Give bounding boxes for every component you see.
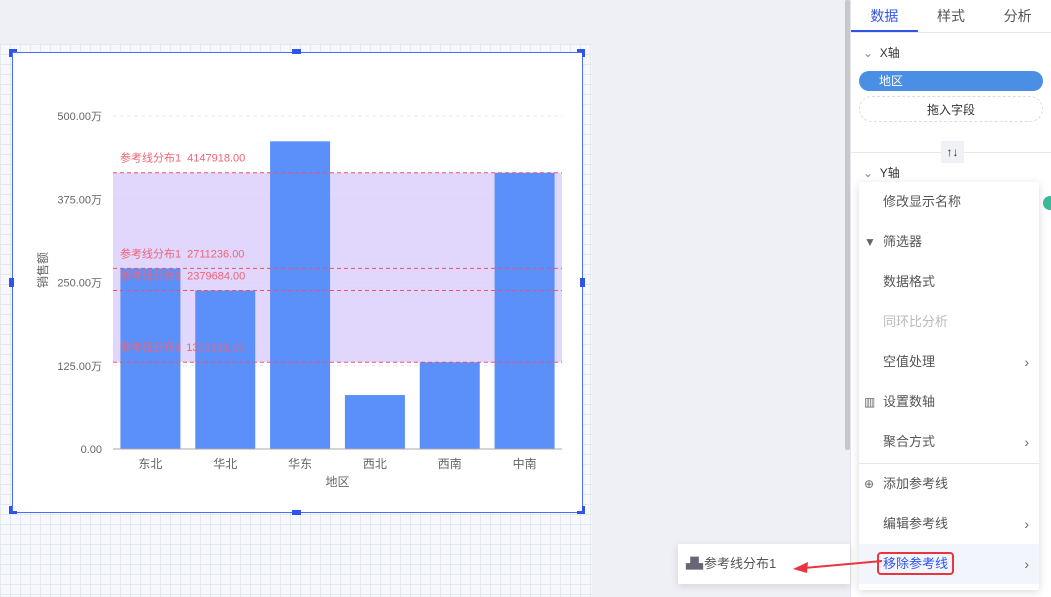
menu-item-label: 数据格式 — [883, 274, 936, 289]
menu-item[interactable]: 修改显示名称 — [859, 182, 1039, 222]
plus-circle-icon: ⊕ — [864, 477, 875, 491]
field-context-menu: 修改显示名称 ▼ 筛选器数据格式同环比分析空值处理 › ▥ 设置数轴聚合方式 › ⊕ 添加参考线… — [859, 182, 1039, 590]
reference-line-name: 参考线分布1 — [120, 246, 181, 260]
menu-item[interactable]: ⊕ 添加参考线 — [859, 464, 1039, 504]
axis-icon: ▥ — [864, 395, 876, 409]
y-tick-label: 0.00 — [81, 444, 102, 456]
x-tick-label: 东北 — [138, 457, 162, 471]
reference-line-name: 参考线分布1 — [120, 151, 181, 165]
resize-handle[interactable] — [9, 511, 17, 514]
resize-handle[interactable] — [9, 49, 12, 57]
reference-line-label: 参考线分布1 4147918.00 — [120, 151, 245, 165]
resize-handle[interactable] — [9, 278, 14, 287]
chart-widget[interactable]: 0.00 125.00万 250.00万 375.00万 500.00万东北 华北 华东 西北… — [12, 52, 583, 513]
reference-line-label: 参考线分布1 2379684.00 — [120, 269, 245, 283]
reference-line-icon: ▟▙ — [686, 558, 703, 570]
resize-handle[interactable] — [292, 49, 301, 54]
x-axis-label: X轴 — [879, 46, 900, 60]
resize-handle[interactable] — [577, 49, 585, 52]
y-tick-label: 500.00万 — [57, 111, 102, 123]
menu-item[interactable]: 编辑参考线 › — [859, 504, 1039, 544]
tab-data[interactable]: 数据 — [851, 0, 918, 32]
menu-item-label: 添加参考线 — [883, 476, 949, 491]
swap-axes-icon[interactable]: ↑↓ — [941, 141, 964, 163]
x-tick-label: 华东 — [288, 457, 312, 471]
reference-line-value: 2379684.00 — [187, 271, 245, 283]
chevron-down-icon: ⌄ — [863, 166, 874, 180]
bar — [344, 395, 405, 449]
reference-line-value: 2711236.00 — [187, 248, 244, 260]
menu-item[interactable]: 数据格式 — [859, 262, 1039, 302]
y-axis-section[interactable]: ⌄ Y轴 — [851, 153, 900, 191]
bar — [120, 268, 181, 449]
annotation-arrow — [793, 560, 883, 573]
scrollbar[interactable] — [845, 0, 850, 450]
submenu-item-label: 参考线分布1 — [704, 556, 777, 571]
resize-handle[interactable] — [580, 278, 585, 287]
menu-item[interactable]: 聚合方式 › — [859, 422, 1039, 462]
x-tick-label: 华北 — [213, 457, 237, 471]
tab-analysis[interactable]: 分析 — [1003, 8, 1032, 24]
chevron-right-icon: › — [1024, 516, 1029, 532]
x-axis-section[interactable]: ⌄ X轴 — [851, 33, 1051, 71]
resize-handle[interactable] — [9, 506, 12, 514]
menu-item-label: 筛选器 — [883, 234, 923, 249]
y-tick-label: 125.00万 — [57, 361, 102, 373]
y-axis-title: 销售额 — [35, 252, 50, 288]
x-tick-label: 西北 — [363, 457, 387, 471]
reference-band — [113, 172, 562, 363]
reference-line-value: 4147918.00 — [187, 153, 245, 165]
menu-item[interactable]: ▥ 设置数轴 — [859, 382, 1039, 422]
reference-line-label: 参考线分布1 2711236.00 — [120, 246, 244, 260]
x-field-pill[interactable]: 地区 — [859, 71, 1043, 91]
drop-field-zone[interactable]: 拖入字段 — [859, 96, 1043, 122]
y-tick-label: 375.00万 — [57, 194, 102, 206]
bar — [494, 172, 555, 449]
bar — [419, 362, 480, 449]
reference-line-value: 1303131.00 — [186, 342, 244, 354]
resize-handle[interactable] — [577, 511, 585, 514]
y-tick-label: 250.00万 — [57, 278, 102, 290]
menu-item-label: 修改显示名称 — [883, 194, 962, 209]
tab-style[interactable]: 样式 — [937, 8, 965, 24]
menu-item[interactable]: ▼ 筛选器 — [859, 222, 1039, 262]
filter-icon: ▼ — [864, 235, 876, 249]
reference-line-label: 参考线分布1 1303131.00 — [120, 340, 244, 354]
chevron-right-icon: › — [1024, 434, 1029, 450]
submenu-item-reference-line[interactable]: ▟▙ 参考线分布1 — [678, 544, 850, 584]
x-tick-label: 西南 — [438, 456, 462, 471]
menu-item-label: 编辑参考线 — [883, 516, 949, 531]
resize-handle[interactable] — [292, 510, 301, 515]
y-axis-label: Y轴 — [879, 166, 900, 180]
menu-item-label: 空值处理 — [883, 354, 936, 369]
chevron-right-icon: › — [1024, 354, 1029, 370]
chevron-right-icon: › — [1024, 556, 1029, 572]
reference-line-name: 参考线分布1 — [120, 269, 181, 283]
menu-item-label: 同环比分析 — [883, 314, 949, 329]
x-axis-title: 地区 — [325, 475, 349, 489]
reference-line-name: 参考线分布1 — [120, 340, 181, 354]
menu-item-label: 设置数轴 — [883, 394, 936, 409]
menu-item: 同环比分析 — [859, 302, 1039, 342]
bar — [195, 290, 256, 449]
menu-item[interactable]: 空值处理 › — [859, 342, 1039, 382]
resize-handle[interactable] — [9, 49, 17, 52]
menu-item-label: 聚合方式 — [883, 434, 936, 449]
x-tick-label: 中南 — [513, 456, 537, 471]
resize-handle[interactable] — [582, 506, 585, 514]
resize-handle[interactable] — [582, 49, 585, 57]
menu-item[interactable]: 移除参考线 › — [859, 544, 1039, 584]
menu-item-label: 移除参考线 — [877, 552, 955, 575]
chevron-down-icon: ⌄ — [863, 46, 874, 60]
bar — [270, 141, 331, 450]
